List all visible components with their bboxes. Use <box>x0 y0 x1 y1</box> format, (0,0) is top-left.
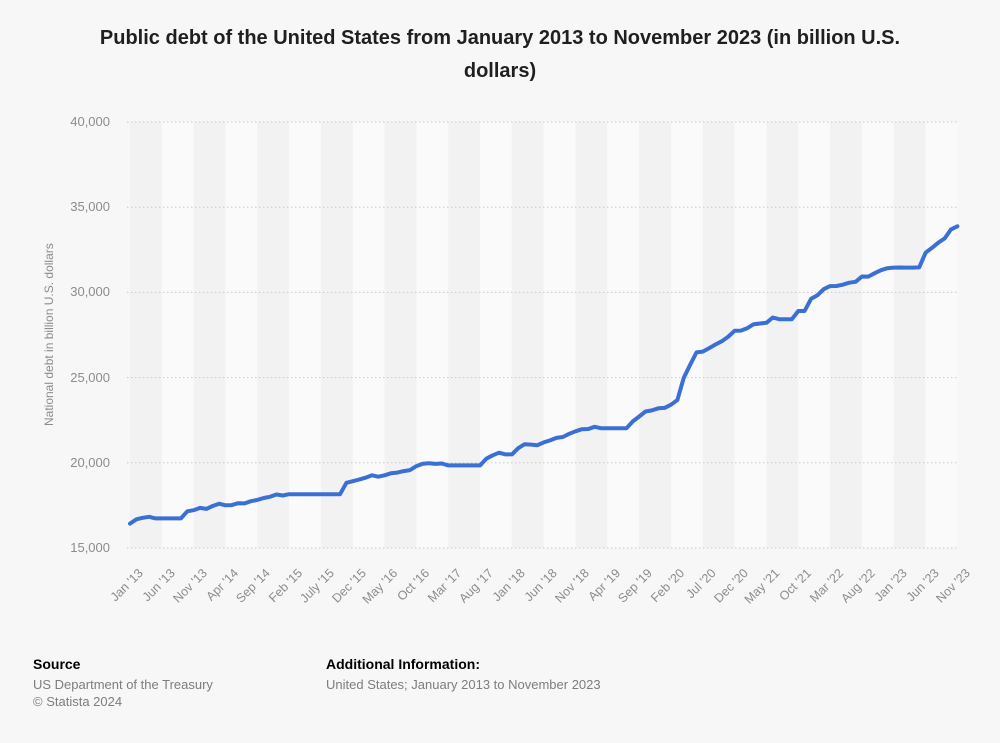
plot-band <box>607 122 640 548</box>
plot-band <box>352 122 385 548</box>
additional-info-block: Additional Information: United States; J… <box>326 656 601 693</box>
copyright-note: © Statista 2024 <box>33 694 123 709</box>
plot-band <box>830 122 862 548</box>
plot-band <box>893 122 926 548</box>
plot-band <box>861 122 894 548</box>
debt-line-series <box>128 224 960 526</box>
plot-band <box>257 122 290 548</box>
y-tick-label: 35,000 <box>70 199 110 215</box>
plot-band <box>448 122 481 548</box>
plot-band <box>384 122 417 548</box>
source-heading: Source <box>33 656 81 672</box>
plot-band <box>416 122 449 548</box>
plot-band <box>289 122 321 548</box>
y-tick-label: 40,000 <box>70 114 110 129</box>
additional-info-heading: Additional Information: <box>326 656 480 672</box>
plot-band <box>575 122 608 548</box>
y-tick-label: 15,000 <box>70 540 110 555</box>
plot-band <box>511 122 544 548</box>
plot-band <box>480 122 512 548</box>
source-name: US Department of the Treasury <box>33 677 213 692</box>
plot-band <box>161 122 194 548</box>
plot-band <box>670 122 703 548</box>
plot-band <box>925 122 958 548</box>
plot-band <box>639 122 671 548</box>
plot-band <box>193 122 226 548</box>
plot-band <box>734 122 767 548</box>
y-tick-label: 20,000 <box>70 454 110 470</box>
plot-band <box>130 122 162 548</box>
y-tick-label: 30,000 <box>70 284 110 300</box>
chart-title: Public debt of the United States from Ja… <box>60 22 940 88</box>
source-block: Source US Department of the Treasury © S… <box>33 656 213 710</box>
plot-band <box>543 122 576 548</box>
chart-title-line1: Public debt of the United States from Ja… <box>99 27 901 49</box>
y-tick-label: 25,000 <box>70 369 110 385</box>
plot-band <box>766 122 799 548</box>
plot-band <box>320 122 353 548</box>
plot-band <box>225 122 258 548</box>
chart-title-line2: dollars) <box>463 60 537 82</box>
additional-info-text: United States; January 2013 to November … <box>326 677 601 692</box>
plot-band <box>798 122 831 548</box>
y-axis-title: National debt in billion U.S. dollars <box>42 243 56 427</box>
